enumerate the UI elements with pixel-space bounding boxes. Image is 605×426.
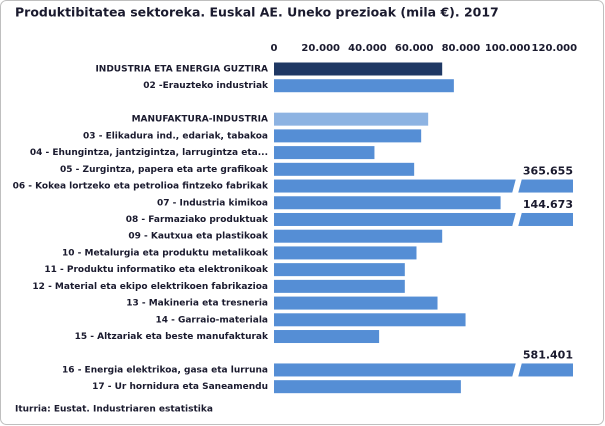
y-tick-label: 09 - Kautxua eta plastikoak xyxy=(128,232,269,242)
y-tick-label: 10 - Metalurgia eta produktu metalikoak xyxy=(62,248,269,258)
y-tick-label: 15 - Altzariak eta beste manufakturak xyxy=(75,332,269,342)
x-tick-label: 80.000 xyxy=(442,43,481,54)
y-tick-label: 12 - Material eta ekipo elektrikoen fabr… xyxy=(32,282,268,292)
y-tick-label: INDUSTRIA ETA ENERGIA GUZTIRA xyxy=(95,65,268,75)
y-tick-label: 08 - Farmaziako produktuak xyxy=(126,215,269,225)
x-tick-label: 60.000 xyxy=(395,43,434,54)
y-tick-label: MANUFAKTURA-INDUSTRIA xyxy=(132,115,268,125)
y-tick-label: 16 - Energia elektrikoa, gasa eta lurrun… xyxy=(62,365,268,375)
bar xyxy=(274,263,405,277)
bar xyxy=(274,179,573,193)
x-tick-label: 40.000 xyxy=(348,43,387,54)
bar xyxy=(274,330,380,344)
x-tick-label: 120.000 xyxy=(532,43,578,54)
bar xyxy=(274,196,501,210)
value-label: 581.401 xyxy=(523,348,573,361)
axis-break xyxy=(512,178,522,194)
x-tick-label: 0 xyxy=(271,43,278,54)
bar xyxy=(274,296,438,310)
source-note: Iturria: Eustat. Industriaren estatistik… xyxy=(15,405,213,415)
chart-title: Produktibitatea sektoreka. Euskal AE. Un… xyxy=(15,5,499,20)
y-tick-label: 07 - Industria kimikoa xyxy=(157,198,268,208)
x-tick-label: 20.000 xyxy=(301,43,340,54)
y-tick-label: 11 - Produktu informatiko eta elektronik… xyxy=(44,265,269,275)
bar xyxy=(274,162,415,176)
bar xyxy=(274,229,443,243)
bar xyxy=(274,363,573,377)
y-tick-label: 02 -Erauzteko industriak xyxy=(143,81,269,91)
bar xyxy=(274,112,429,126)
bar xyxy=(274,313,466,327)
bar xyxy=(274,279,405,293)
bar xyxy=(274,380,461,394)
y-tick-label: 03 - Elikadura ind., edariak, tabakoa xyxy=(83,131,268,141)
bar xyxy=(274,146,375,160)
bar xyxy=(274,129,422,143)
y-tick-label: 14 - Garraio-materiala xyxy=(155,315,268,325)
y-tick-label: 04 - Ehungintza, jantzigintza, larrugint… xyxy=(30,148,268,158)
value-label: 365.655 xyxy=(523,165,573,178)
y-tick-label: 05 - Zurgintza, papera eta arte grafikoa… xyxy=(60,165,269,175)
y-tick-label: 17 - Ur hornidura eta Saneamendu xyxy=(92,382,268,392)
y-tick-label: 06 - Kokea lortzeko eta petrolioa fintze… xyxy=(13,182,269,192)
axis-break xyxy=(512,362,522,378)
axis-break xyxy=(512,211,522,227)
bar xyxy=(274,79,454,93)
bar xyxy=(274,246,417,260)
y-tick-label: 13 - Makineria eta tresneria xyxy=(126,299,268,309)
bar xyxy=(274,212,573,226)
bar xyxy=(274,62,443,76)
x-tick-label: 100.000 xyxy=(485,43,531,54)
value-label: 144.673 xyxy=(523,198,573,211)
